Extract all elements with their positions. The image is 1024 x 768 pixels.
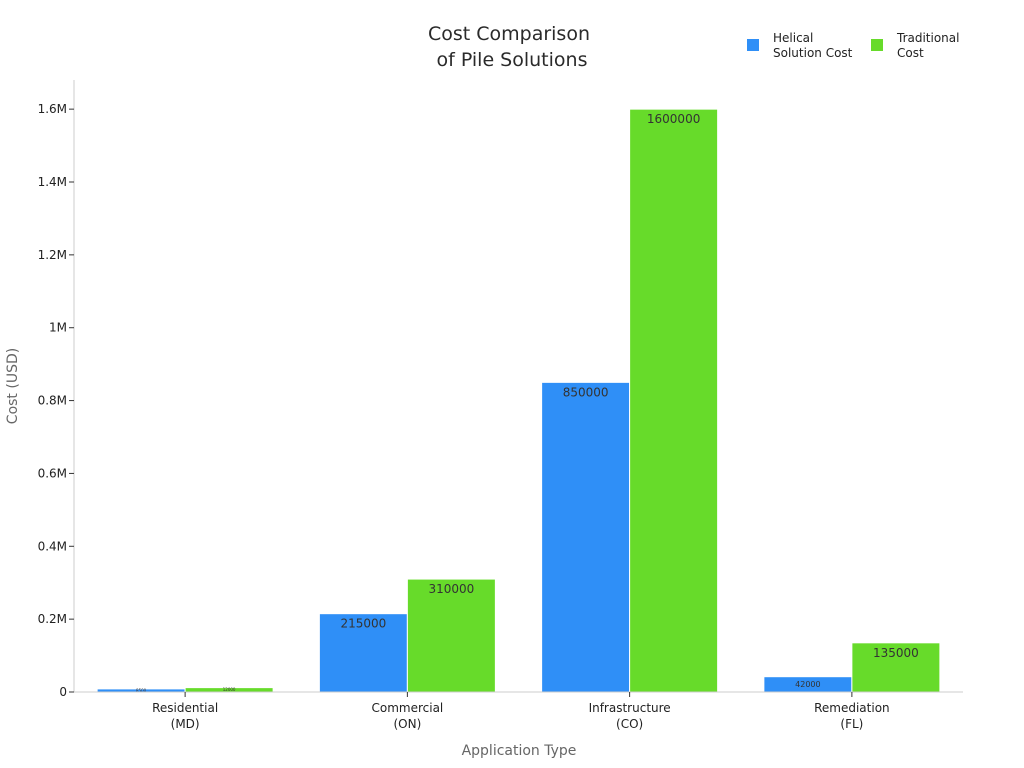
legend-swatch-helical <box>747 39 759 51</box>
y-tick-label: 1.2M <box>38 248 67 262</box>
legend-swatch-traditional <box>871 39 883 51</box>
value-label-helical-remediation: 42000 <box>795 680 820 689</box>
bar-traditional-remediation <box>851 642 941 693</box>
y-axis-title: Cost (USD) <box>5 348 21 424</box>
y-tick-label: 0.6M <box>38 466 67 480</box>
x-tick-label-remediation: Remediation (FL) <box>814 701 890 731</box>
chart-title-line-2: of Pile Solutions <box>437 49 588 71</box>
y-tick-label: 1.4M <box>38 175 67 189</box>
bar-helical-infrastructure <box>541 381 631 693</box>
y-tick-label: 0.2M <box>38 612 67 626</box>
x-tick-label-residential: Residential (MD) <box>152 701 218 731</box>
bars <box>96 108 941 693</box>
legend: Helical Solution Cost Traditional Cost <box>747 31 963 60</box>
x-axis-ticks: Residential (MD) Commercial (ON) Infrastruct… <box>152 692 890 731</box>
x-tick-label-infrastructure: Infrastructure (CO) <box>589 701 671 731</box>
value-label-helical-infrastructure: 850000 <box>563 385 609 399</box>
bar-helical-commercial <box>318 613 408 693</box>
legend-item-traditional: Traditional Cost <box>871 31 963 60</box>
bar-traditional-infrastructure <box>629 108 719 693</box>
bar-traditional-commercial <box>406 578 496 693</box>
y-tick-label: 0 <box>59 685 67 699</box>
x-axis-title: Application Type <box>462 743 577 759</box>
value-labels: 8500 12000 215000 310000 850000 1600000 42000 1… <box>136 112 919 693</box>
value-label-traditional-commercial: 310000 <box>428 582 474 596</box>
legend-label-traditional: Traditional Cost <box>896 31 963 60</box>
y-tick-label: 0.4M <box>38 539 67 553</box>
chart-title: Cost Comparison of Pile Solutions <box>428 23 596 71</box>
value-label-traditional-infrastructure: 1600000 <box>647 112 700 126</box>
value-label-helical-commercial: 215000 <box>340 617 386 631</box>
legend-item-helical: Helical Solution Cost <box>747 31 853 60</box>
y-tick-label: 1.6M <box>38 102 67 116</box>
value-label-helical-residential: 8500 <box>136 688 147 693</box>
y-axis-ticks: 0 0.2M 0.4M 0.6M 0.8M 1M 1.2M 1.4M 1.6M <box>38 102 74 699</box>
y-tick-label: 0.8M <box>38 394 67 408</box>
chart-title-line-1: Cost Comparison <box>428 23 590 45</box>
x-tick-label-commercial: Commercial (ON) <box>371 701 443 731</box>
value-label-traditional-residential: 12000 <box>223 687 236 692</box>
value-label-traditional-remediation: 135000 <box>873 646 919 660</box>
legend-label-helical: Helical Solution Cost <box>773 31 853 60</box>
y-tick-label: 1M <box>49 321 67 335</box>
